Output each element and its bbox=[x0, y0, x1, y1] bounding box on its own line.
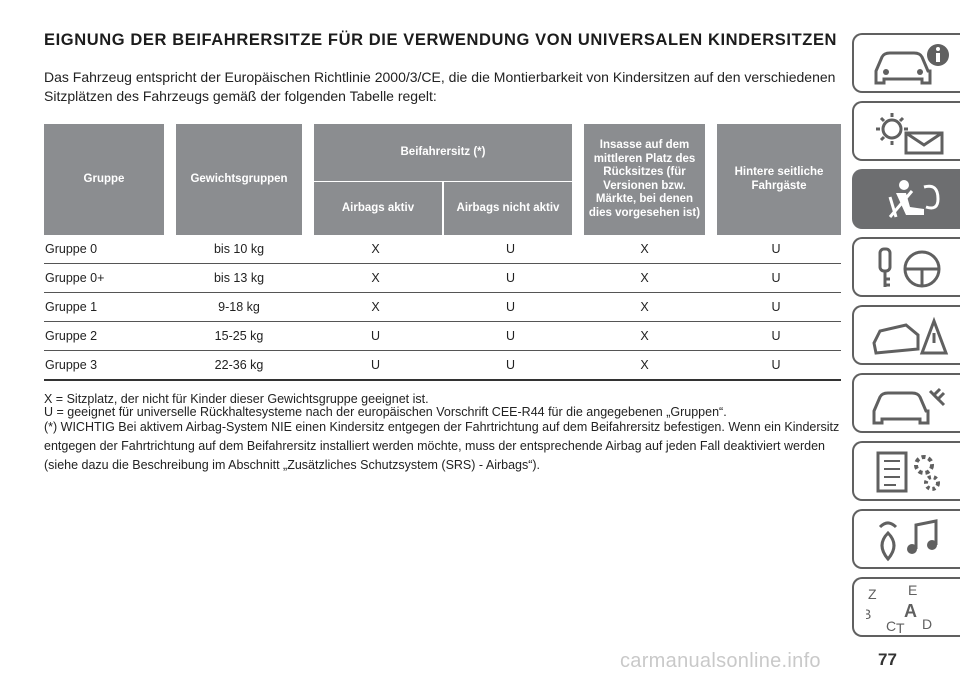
cell-weight: bis 10 kg bbox=[170, 235, 308, 264]
intro-paragraph: Das Fahrzeug entspricht der Europäischen… bbox=[44, 69, 836, 104]
tab-start-driving[interactable] bbox=[852, 237, 960, 297]
technical-data-icon bbox=[876, 451, 940, 493]
emergency-icon bbox=[872, 316, 949, 355]
index-letter: D bbox=[922, 616, 932, 632]
section-title: EIGNUNG DER BEIFAHRERSITZE FÜR DIE VERWE… bbox=[44, 31, 838, 49]
cell-rear-side: U bbox=[711, 235, 841, 264]
cell-rear-side: U bbox=[711, 263, 841, 293]
table-row: Gruppe 1 9-18 kg X U X U bbox=[44, 292, 841, 322]
cell-middle-rear: X bbox=[578, 263, 711, 293]
warning-lights-icon bbox=[876, 113, 944, 155]
table-row: Gruppe 0 bis 10 kg X U X U bbox=[44, 235, 841, 264]
cell-group: Gruppe 3 bbox=[44, 350, 170, 381]
header-passenger-seat: Beifahrersitz (*) bbox=[302, 124, 578, 182]
index-letter: T bbox=[896, 620, 905, 635]
header-group: Gruppe bbox=[44, 124, 170, 235]
index-letter: E bbox=[908, 585, 917, 598]
cell-airbags-inactive: U bbox=[443, 350, 578, 381]
cell-middle-rear: X bbox=[578, 350, 711, 381]
tab-warning-lights[interactable] bbox=[852, 101, 960, 161]
note-u-meaning: U = geeignet für universelle Rückhaltesy… bbox=[44, 405, 727, 419]
watermark: carmanualsonline.info bbox=[620, 650, 821, 672]
tab-multimedia[interactable] bbox=[852, 509, 960, 569]
cell-airbags-active: X bbox=[308, 263, 443, 293]
cell-middle-rear: X bbox=[578, 321, 711, 351]
cell-group: Gruppe 0+ bbox=[44, 263, 170, 293]
tab-emergency[interactable] bbox=[852, 305, 960, 365]
header-rear-side: Hintere seitliche Fahrgäste bbox=[705, 124, 841, 235]
tab-safety[interactable] bbox=[852, 169, 960, 229]
car-info-icon bbox=[874, 44, 949, 85]
index-letter: A bbox=[904, 601, 917, 621]
index-letters-icon: Z E B A C T D bbox=[866, 585, 932, 635]
cell-middle-rear: X bbox=[578, 235, 711, 264]
cell-rear-side: U bbox=[711, 350, 841, 381]
note-x-meaning: X = Sitzplatz, der nicht für Kinder dies… bbox=[44, 392, 429, 406]
cell-airbags-inactive: U bbox=[443, 263, 578, 293]
header-airbags-active: Airbags aktiv bbox=[302, 181, 443, 235]
cell-airbags-active: X bbox=[308, 235, 443, 264]
cell-airbags-active: X bbox=[308, 292, 443, 322]
cell-rear-side: U bbox=[711, 321, 841, 351]
cell-weight: 15-25 kg bbox=[170, 321, 308, 351]
tab-car-info[interactable] bbox=[852, 33, 960, 93]
header-middle-rear: Insasse auf dem mittleren Platz des Rück… bbox=[572, 124, 711, 235]
cell-airbags-inactive: U bbox=[443, 292, 578, 322]
tab-index[interactable]: Z E B A C T D bbox=[852, 577, 960, 637]
header-weight: Gewichtsgruppen bbox=[164, 124, 308, 235]
index-letter: B bbox=[866, 606, 871, 622]
tab-technical-data[interactable] bbox=[852, 441, 960, 501]
cell-rear-side: U bbox=[711, 292, 841, 322]
cell-weight: 9-18 kg bbox=[170, 292, 308, 322]
seat-airbag-icon bbox=[888, 180, 940, 218]
cell-group: Gruppe 0 bbox=[44, 235, 170, 264]
tab-maintenance[interactable] bbox=[852, 373, 960, 433]
cell-airbags-inactive: U bbox=[443, 321, 578, 351]
cell-middle-rear: X bbox=[578, 292, 711, 322]
cell-weight: 22-36 kg bbox=[170, 350, 308, 381]
table-notes: X = Sitzplatz, der nicht für Kinder dies… bbox=[44, 393, 844, 475]
index-letter: Z bbox=[868, 586, 877, 602]
cell-airbags-inactive: U bbox=[443, 235, 578, 264]
page-number: 77 bbox=[878, 650, 897, 669]
child-seat-suitability-table: Gruppe Gewichtsgruppen Beifahrersitz (*)… bbox=[44, 124, 841, 381]
table-row: Gruppe 3 22-36 kg U U X U bbox=[44, 350, 841, 381]
table-row: Gruppe 2 15-25 kg U U X U bbox=[44, 321, 841, 351]
car-maintenance-icon bbox=[872, 387, 946, 425]
cell-weight: bis 13 kg bbox=[170, 263, 308, 293]
index-letter: C bbox=[886, 618, 896, 634]
key-steering-icon bbox=[878, 247, 941, 288]
table-row: Gruppe 0+ bis 13 kg X U X U bbox=[44, 263, 841, 293]
note-important-warning: (*) WICHTIG Bei aktivem Airbag-System NI… bbox=[44, 420, 840, 472]
cell-airbags-active: U bbox=[308, 321, 443, 351]
cell-group: Gruppe 1 bbox=[44, 292, 170, 322]
multimedia-icon bbox=[878, 519, 938, 562]
header-airbags-inactive: Airbags nicht aktiv bbox=[442, 181, 578, 235]
cell-airbags-active: U bbox=[308, 350, 443, 381]
cell-group: Gruppe 2 bbox=[44, 321, 170, 351]
